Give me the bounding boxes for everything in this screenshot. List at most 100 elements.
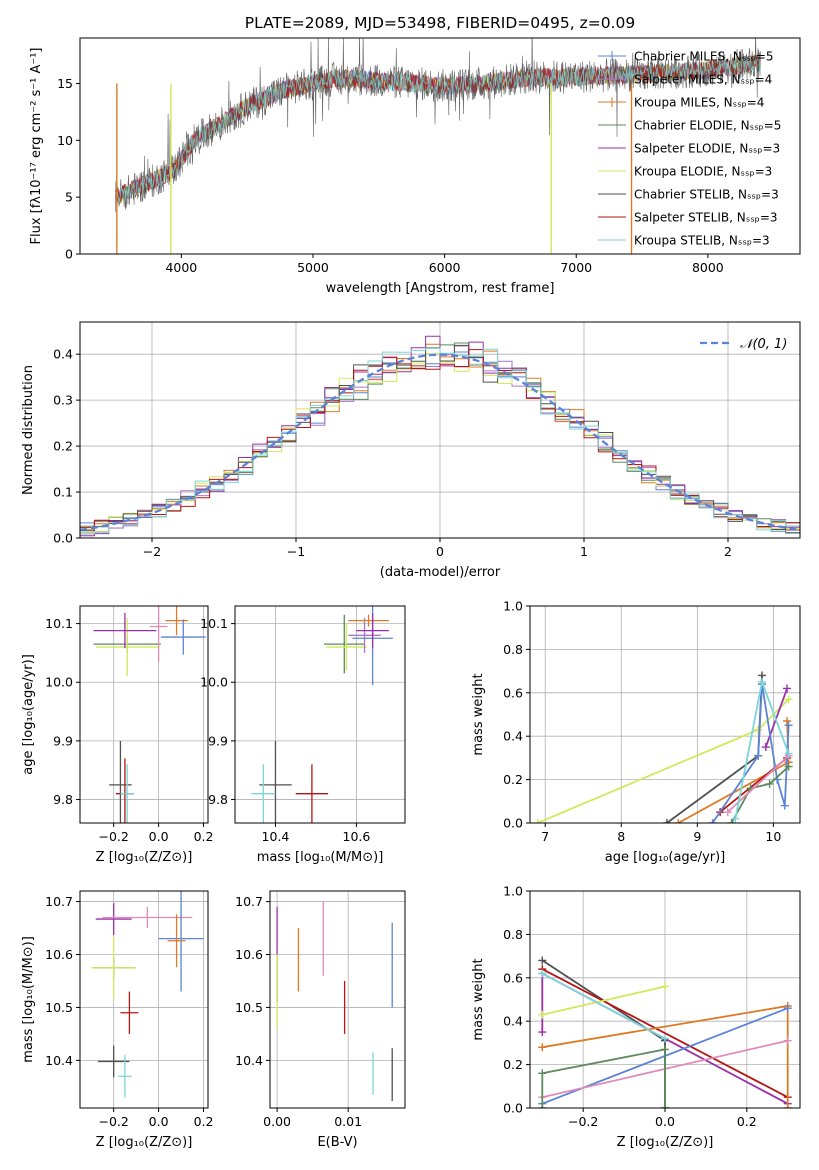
- age-vs-mass-panel: [235, 606, 405, 823]
- weight-vs-Z-ytick-label: 0.8: [503, 927, 523, 942]
- weight-vs-Z-point-marker: [783, 1004, 792, 1013]
- age-vs-mass-ytick-label: 10.0: [200, 675, 228, 690]
- residuals-ytick-label: 0.2: [53, 439, 73, 454]
- residuals-ytick-label: 0.4: [53, 347, 73, 362]
- age-vs-Z-frame: [79, 605, 209, 824]
- normal-curve-line: [80, 353, 800, 532]
- spectrum-legend-label: Salpeter MILES, Nₛₛₚ=4: [634, 73, 772, 87]
- residuals-xtick-label: 0: [436, 544, 444, 559]
- weight-vs-age-ytick-label: 0.0: [503, 816, 523, 831]
- residual-histogram-step: [80, 347, 800, 534]
- weight-vs-age-point-marker: [723, 808, 732, 817]
- age-vs-mass-plot-area: [251, 606, 393, 823]
- figure-title: PLATE=2089, MJD=53498, FIBERID=0495, z=0…: [245, 14, 635, 32]
- weight-vs-Z-series-line: [542, 985, 666, 1016]
- weight-vs-age-point-marker: [708, 819, 717, 823]
- weight-vs-age-xtick-label: 10: [765, 829, 781, 844]
- mass-vs-EBV-ytick-label: 10.6: [235, 947, 263, 962]
- age-vs-mass-xlabel: mass [log₁₀(M/M⊙)]: [257, 850, 384, 865]
- age-vs-mass-xtick-label: 10.4: [262, 829, 290, 844]
- spectrum-ytick-label: 10: [57, 133, 73, 148]
- weight-vs-age-point-marker: [727, 819, 736, 823]
- weight-vs-age-ytick-label: 0.2: [503, 772, 523, 787]
- spectrum-legend-label: Kroupa MILES, Nₛₛₚ=4: [634, 96, 764, 110]
- age-vs-Z-ytick-label: 9.8: [53, 792, 73, 807]
- mass-vs-Z-xlabel: Z [log₁₀(Z/Z⊙)]: [96, 1135, 193, 1150]
- age-vs-Z-xlabel: Z [log₁₀(Z/Z⊙)]: [96, 850, 193, 865]
- spectrum-legend-label: Kroupa ELODIE, Nₛₛₚ=3: [634, 165, 772, 179]
- weight-vs-Z-point-marker: [538, 1028, 547, 1037]
- spectrum-legend-label: Salpeter ELODIE, Nₛₛₚ=3: [634, 142, 780, 156]
- residuals-xtick-label: −1: [287, 544, 305, 559]
- weight-vs-age-point-marker: [674, 819, 683, 823]
- weight-vs-age-point-marker: [784, 762, 793, 771]
- weight-vs-Z-series-line: [541, 972, 666, 1040]
- weight-vs-Z-plot-area: [538, 956, 792, 1108]
- mass-vs-EBV-frame: [269, 890, 406, 1109]
- spectrum-frame: [79, 37, 801, 255]
- weight-vs-age-xtick-label: 8: [617, 829, 625, 844]
- weight-vs-Z-xtick-label: 0.2: [737, 1114, 757, 1129]
- weight-vs-Z-point-marker: [538, 1010, 547, 1019]
- spectrum-panel: [115, 38, 761, 254]
- spectrum-legend-label: Chabrier MILES, Nₛₛₚ=5: [634, 50, 774, 64]
- weight-vs-age-series-line: [711, 683, 790, 823]
- weight-vs-age-series-line: [727, 755, 790, 813]
- weight-vs-age-point-marker: [780, 801, 789, 810]
- weight-vs-Z-panel: [530, 890, 800, 1109]
- weight-vs-age-point-marker: [783, 717, 792, 726]
- mass-vs-Z-panel: [80, 891, 208, 1108]
- weight-vs-age-ytick-label: 0.6: [503, 685, 523, 700]
- mass-vs-Z-ytick-label: 10.6: [45, 947, 73, 962]
- weight-vs-age-series-line: [666, 675, 763, 823]
- residuals-ytick-label: 0.0: [53, 531, 73, 546]
- weight-vs-Z-series-line: [541, 968, 789, 1098]
- weight-vs-age-point-marker: [757, 677, 766, 686]
- age-vs-mass-ytick-label: 10.1: [200, 616, 228, 631]
- weight-vs-age-point-marker: [784, 695, 793, 704]
- residuals-ytick-label: 0.1: [53, 485, 73, 500]
- weight-vs-Z-point-marker: [538, 969, 547, 978]
- weight-vs-Z-xtick-label: 0.0: [655, 1114, 675, 1129]
- spectrum-xtick-label: 5000: [297, 260, 329, 275]
- weight-vs-age-point-marker: [765, 779, 774, 788]
- age-vs-Z-ytick-label: 10.1: [45, 616, 73, 631]
- weight-vs-Z-ylabel: mass weight: [471, 958, 486, 1040]
- weight-vs-Z-point-marker: [538, 1043, 547, 1052]
- spectrum-legend-label: Chabrier ELODIE, Nₛₛₚ=5: [634, 119, 781, 133]
- mass-vs-Z-ytick-label: 10.4: [45, 1053, 73, 1068]
- age-vs-Z-xtick-label: −0.2: [99, 829, 129, 844]
- spectrum-xtick-label: 8000: [692, 260, 724, 275]
- age-vs-mass-xtick-label: 10.6: [343, 829, 371, 844]
- weight-vs-Z-point-marker: [783, 1036, 792, 1045]
- mass-vs-EBV-panel: [270, 891, 405, 1108]
- mass-vs-EBV-xlabel: E(B-V): [317, 1135, 357, 1150]
- residual-histogram-step: [80, 349, 800, 529]
- weight-vs-age-point-marker: [754, 751, 763, 760]
- spectrum-series-line: [115, 55, 761, 202]
- weight-vs-Z-ytick-label: 0.2: [503, 1057, 523, 1072]
- weight-vs-Z-ytick-label: 0.4: [503, 1014, 523, 1029]
- weight-vs-age-point-marker: [754, 725, 763, 734]
- mass-vs-Z-ytick-label: 10.5: [45, 1000, 73, 1015]
- mass-vs-Z-ylabel: mass [log₁₀(M/M⊙)]: [21, 936, 36, 1063]
- weight-vs-age-panel: [530, 605, 800, 824]
- residuals-xtick-label: −2: [143, 544, 161, 559]
- weight-vs-Z-point-marker: [538, 956, 547, 965]
- residuals-panel: [80, 322, 800, 539]
- spectrum-ylabel: Flux [fλ10⁻¹⁷ erg cm⁻² s⁻¹ A⁻¹]: [29, 48, 44, 245]
- weight-vs-Z-point-marker: [661, 982, 669, 991]
- spectrum-xtick-label: 7000: [560, 260, 592, 275]
- spectrum-plot-area: [115, 38, 761, 254]
- mass-vs-Z-plot-area: [91, 891, 204, 1098]
- weight-vs-age-xtick-label: 9: [693, 829, 701, 844]
- mass-vs-EBV-xtick-label: 0.00: [263, 1114, 291, 1129]
- weight-vs-age-series-line: [730, 765, 790, 823]
- weight-vs-age-series-line: [764, 688, 788, 748]
- weight-vs-age-plot-area: [533, 671, 793, 823]
- weight-vs-Z-ytick-label: 0.6: [503, 970, 523, 985]
- weight-vs-age-point-marker: [761, 743, 770, 752]
- weight-vs-Z-point-marker: [538, 1104, 547, 1108]
- age-vs-mass-ytick-label: 9.9: [208, 733, 228, 748]
- age-vs-Z-ylabel: age [log₁₀(age/yr)]: [21, 654, 36, 775]
